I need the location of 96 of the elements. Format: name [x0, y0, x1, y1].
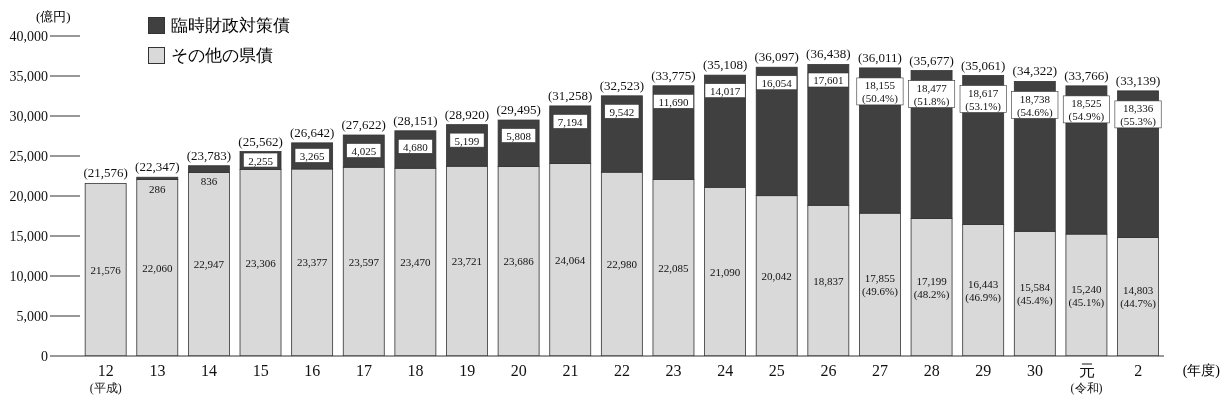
y-tick-label: 40,000 — [9, 28, 48, 44]
x-tick-label: 28 — [923, 362, 940, 379]
data-label: 15,584 (45.4%) — [1016, 281, 1054, 308]
total-label: (32,523) — [599, 77, 645, 93]
x-tick-label: 21 — [562, 362, 579, 379]
data-label: 18,155 (50.4%) — [862, 79, 899, 106]
data-label: 15,240 (45.1%) — [1068, 282, 1105, 309]
data-label: 14,017 — [709, 85, 741, 98]
y-tick-label: 10,000 — [9, 268, 48, 284]
data-label: 17,855 (49.6%) — [862, 272, 899, 299]
data-label: 18,336 (55.3%) — [1120, 102, 1157, 129]
data-label: 24,064 — [555, 253, 586, 266]
data-label: 7,194 — [557, 115, 584, 128]
data-label: 22,947 — [193, 258, 225, 271]
data-label: 21,090 — [709, 265, 741, 278]
data-label: 16,054 — [761, 77, 793, 90]
data-label: 16,443 (46.9%) — [965, 277, 1002, 304]
y-axis-title: (億円) — [36, 8, 71, 26]
y-tick-label: 15,000 — [9, 228, 48, 244]
x-tick-label: 18 — [407, 362, 424, 379]
data-label: 14,803 (44.7%) — [1120, 284, 1157, 311]
x-tick-label: 25 — [768, 362, 785, 379]
x-tick-label: 16 — [304, 362, 321, 379]
total-label: (36,097) — [754, 49, 799, 65]
total-label: (31,258) — [548, 87, 593, 103]
legend-label: 臨時財政対策債 — [171, 14, 290, 37]
data-label: 18,477 (51.8%) — [913, 82, 950, 109]
total-label: (34,322) — [1012, 63, 1058, 79]
x-tick-label: 29 — [975, 362, 992, 379]
x-tick-label: 22 — [614, 362, 630, 379]
total-label: (28,920) — [444, 106, 490, 122]
total-label: (36,438) — [806, 46, 851, 62]
y-tick-label: 5,000 — [16, 308, 48, 324]
data-label: 23,470 — [400, 256, 431, 269]
x-tick-label: 12 (平成) — [89, 362, 122, 395]
data-label: 23,377 — [297, 256, 328, 269]
y-tick-label: 20,000 — [9, 188, 48, 204]
data-label: 21,576 — [90, 263, 122, 276]
data-label: 2,255 — [248, 154, 274, 167]
y-tick-label: 0 — [41, 348, 48, 364]
legend-label: その他の県債 — [171, 44, 273, 67]
data-label: 5,199 — [454, 134, 480, 147]
x-tick-label: 14 — [201, 362, 218, 379]
x-tick-label: 19 — [459, 362, 476, 379]
total-label: (27,622) — [341, 117, 386, 133]
data-label: 11,690 — [658, 95, 689, 108]
data-label: 20,042 — [761, 269, 792, 282]
data-label: 23,597 — [348, 255, 380, 268]
total-label: (35,677) — [909, 52, 954, 68]
x-tick-label: 26 — [820, 362, 837, 379]
total-label: (33,775) — [651, 67, 696, 83]
data-label: 286 — [149, 182, 167, 195]
total-label: (28,151) — [393, 112, 438, 128]
total-label: (23,783) — [186, 147, 232, 163]
data-label: 4,025 — [351, 145, 377, 158]
data-label: 9,542 — [609, 105, 635, 118]
data-label: 18,617 (53.1%) — [965, 87, 1002, 114]
x-tick-label: 17 — [355, 362, 372, 379]
data-label: 18,738 (54.6%) — [1016, 92, 1054, 119]
data-label: 17,601 — [813, 74, 844, 87]
total-label: (35,108) — [702, 57, 748, 73]
data-label: 22,085 — [658, 261, 690, 274]
total-label: (26,642) — [289, 124, 335, 140]
total-label: (33,139) — [1115, 72, 1161, 88]
total-label: (36,011) — [857, 49, 902, 65]
data-label: 5,808 — [506, 130, 532, 143]
data-label: 23,721 — [451, 255, 483, 268]
data-label: 22,060 — [142, 261, 173, 274]
x-tick-label: 元 (令和) — [1070, 362, 1103, 395]
x-tick-label: 23 — [665, 362, 682, 379]
total-label: (22,347) — [135, 159, 180, 175]
data-label: 17,199 (48.2%) — [913, 274, 950, 301]
data-label: 23,686 — [503, 255, 535, 268]
data-label: 18,525 (54.9%) — [1068, 97, 1105, 124]
y-tick-label: 30,000 — [9, 108, 48, 124]
data-label: 3,265 — [299, 149, 326, 162]
x-tick-label: 24 — [717, 362, 734, 379]
total-label: (33,766) — [1064, 67, 1109, 83]
total-label: (21,576) — [83, 165, 128, 181]
data-label: 4,680 — [403, 140, 429, 153]
data-label: 836 — [200, 175, 218, 188]
x-tick-label: 15 — [252, 362, 269, 379]
total-label: (25,562) — [238, 133, 283, 149]
total-label: (35,061) — [960, 57, 1006, 73]
data-label: 23,306 — [245, 256, 277, 269]
x-tick-label: 30 — [1026, 362, 1043, 379]
x-tick-label: 13 — [149, 362, 166, 379]
y-tick-label: 35,000 — [9, 68, 48, 84]
y-tick-label: 25,000 — [9, 148, 48, 164]
total-label: (29,495) — [496, 102, 541, 118]
data-label: 22,980 — [606, 258, 638, 271]
x-axis-title: (年度) — [1182, 362, 1220, 380]
x-tick-label: 2 — [1134, 362, 1143, 379]
x-tick-label: 27 — [872, 362, 889, 379]
data-label: 18,837 — [813, 274, 844, 287]
x-tick-label: 20 — [510, 362, 527, 379]
